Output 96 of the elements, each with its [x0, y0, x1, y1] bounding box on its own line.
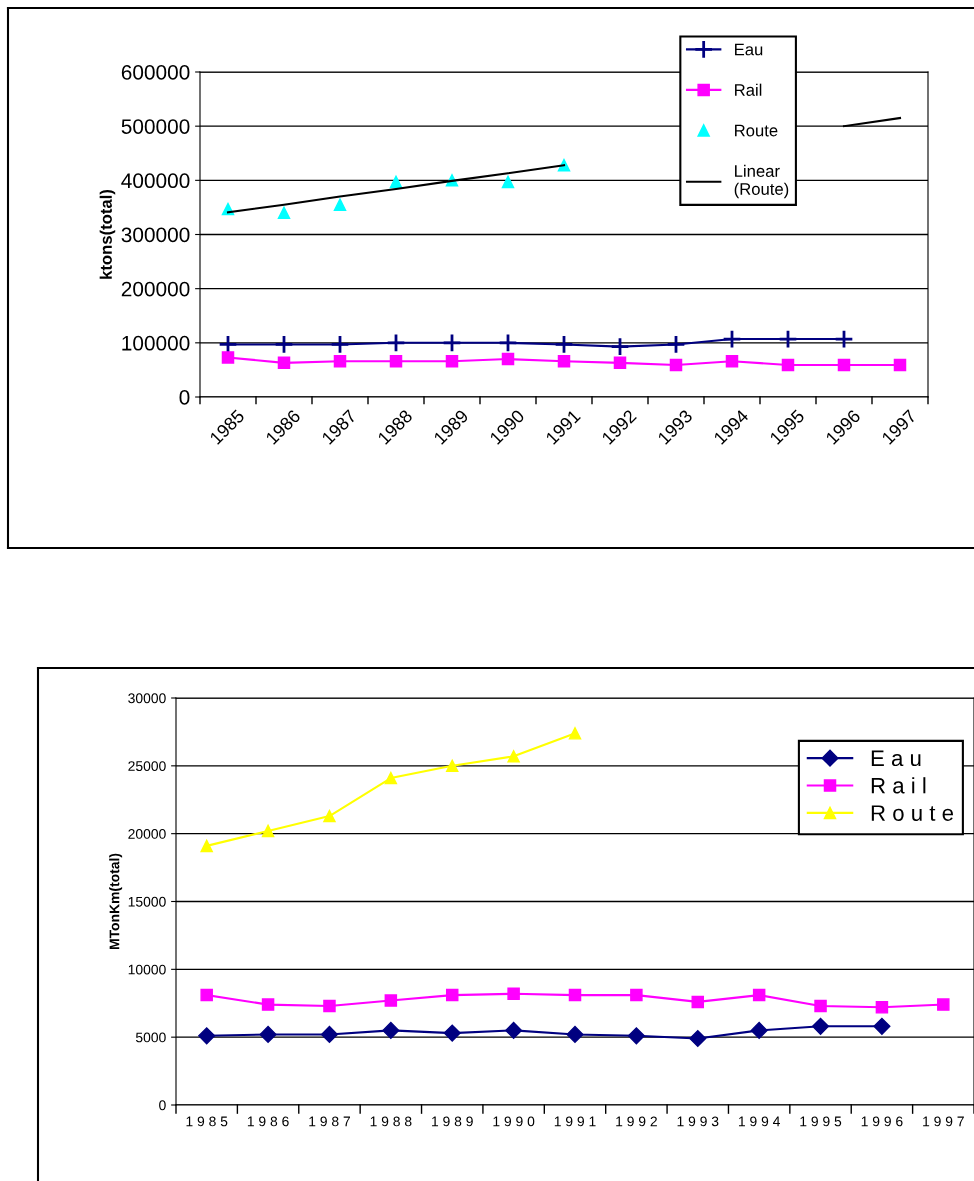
- point: [382, 1021, 400, 1039]
- point: [507, 987, 520, 1001]
- point: [261, 998, 275, 1011]
- point: [568, 727, 582, 740]
- point: [837, 358, 851, 372]
- x-tick-label: 1 9 8 8: [370, 1116, 412, 1127]
- point: [875, 1001, 889, 1014]
- y-tick-label: 20000: [128, 829, 166, 839]
- point: [274, 334, 294, 355]
- x-tick-label: 1 9 8 9: [432, 1116, 473, 1127]
- point: [752, 988, 766, 1002]
- point: [277, 356, 291, 370]
- point: [386, 333, 406, 353]
- y-tick-label: 200000: [121, 281, 190, 297]
- point: [568, 988, 582, 1002]
- point: [384, 994, 398, 1007]
- point: [814, 999, 827, 1013]
- x-tick-label: 1 9 9 3: [677, 1116, 719, 1127]
- y-tick-label: 30000: [128, 693, 166, 704]
- point: [200, 839, 213, 853]
- point: [501, 175, 515, 189]
- point: [873, 1017, 891, 1035]
- legend-label: R a i l: [871, 777, 926, 794]
- point: [277, 206, 291, 220]
- y-axis-title: ktons(total): [99, 189, 116, 279]
- point: [501, 352, 515, 366]
- point: [893, 358, 907, 372]
- x-tick-label: 1 9 8 5: [186, 1116, 228, 1127]
- point: [505, 1021, 523, 1039]
- x-tick-label: 1 9 9 6: [861, 1116, 903, 1127]
- x-tick-label: 1 9 9 2: [616, 1116, 657, 1127]
- point: [333, 354, 347, 368]
- y-tick-label: 500000: [121, 119, 190, 134]
- legend-label: Linear (Route): [734, 164, 789, 199]
- point: [781, 358, 795, 372]
- y-tick-label: 100000: [122, 335, 190, 351]
- point: [554, 334, 574, 355]
- y-tick-label: 10000: [128, 964, 166, 975]
- x-tick-label: 1 9 9 1: [554, 1116, 596, 1127]
- y-tick-label: 0: [159, 1100, 166, 1111]
- point: [389, 175, 403, 189]
- y-tick-label: 400000: [121, 173, 190, 189]
- point: [834, 329, 854, 349]
- x-tick-label: 1 9 9 4: [738, 1116, 780, 1127]
- point: [320, 1025, 339, 1044]
- x-tick-label: 1 9 8 6: [247, 1116, 289, 1127]
- point: [498, 333, 518, 353]
- point: [566, 1025, 584, 1044]
- point: [323, 809, 336, 823]
- point: [630, 988, 643, 1002]
- point: [778, 329, 798, 349]
- point: [259, 1025, 277, 1044]
- point: [610, 336, 630, 357]
- y-tick-label: 25000: [128, 761, 166, 771]
- legend-label: Route: [735, 124, 778, 137]
- point: [198, 1027, 216, 1045]
- x-tick-label: 1 9 8 7: [309, 1116, 350, 1127]
- x-tick-label: 1 9 9 0: [493, 1116, 535, 1127]
- point: [557, 354, 571, 368]
- point: [666, 334, 686, 355]
- point: [937, 998, 950, 1011]
- x-tick-label: 1 9 9 7: [923, 1116, 964, 1127]
- y-tick-label: 600000: [121, 65, 190, 80]
- legend-label: Rail: [735, 83, 762, 96]
- point: [330, 334, 350, 355]
- point: [445, 354, 459, 368]
- point: [445, 988, 459, 1002]
- point: [333, 198, 347, 211]
- x-tick-label: 1 9 9 5: [800, 1116, 842, 1127]
- point: [691, 995, 705, 1009]
- y-tick-label: 15000: [128, 896, 166, 907]
- point: [445, 759, 459, 773]
- legend-label: R o u t e: [871, 805, 954, 821]
- y-tick-label: 5000: [135, 1032, 166, 1043]
- point: [811, 1017, 830, 1035]
- point: [507, 750, 520, 763]
- point: [725, 354, 739, 368]
- point: [627, 1027, 645, 1045]
- point: [323, 999, 336, 1013]
- point: [200, 988, 213, 1002]
- point: [689, 1029, 707, 1048]
- point: [442, 333, 462, 353]
- legend-label: Eau: [735, 43, 763, 56]
- point: [722, 329, 742, 349]
- point: [221, 351, 235, 364]
- point: [669, 358, 683, 372]
- point: [384, 771, 398, 785]
- point: [443, 1024, 461, 1042]
- y-axis-title: MTonKm(total): [109, 853, 123, 950]
- point: [261, 824, 275, 838]
- legend-label: E a u: [871, 750, 921, 767]
- y-tick-label: 300000: [121, 227, 190, 243]
- point: [389, 354, 403, 368]
- y-tick-label: 0: [179, 390, 190, 405]
- point: [750, 1021, 768, 1039]
- point: [613, 356, 627, 370]
